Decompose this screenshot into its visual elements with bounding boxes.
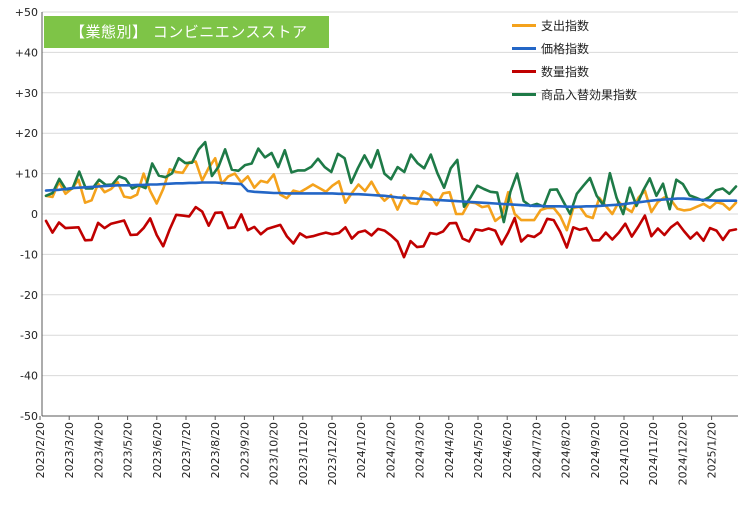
y-tick-label: -40 <box>20 370 38 383</box>
x-tick-label: 2024/6/20 <box>501 422 514 478</box>
legend-swatch <box>512 47 536 50</box>
x-tick-label: 2024/10/20 <box>618 422 631 485</box>
x-tick-label: 2024/3/20 <box>414 422 427 478</box>
y-tick-label: +40 <box>15 46 38 59</box>
legend-item: 商品入替効果指数 <box>512 83 637 106</box>
x-tick-label: 2023/11/20 <box>297 422 310 485</box>
y-tick-label: +30 <box>15 87 38 100</box>
legend-item: 数量指数 <box>512 60 637 83</box>
x-tick-label: 2023/6/20 <box>151 422 164 478</box>
series-line-3 <box>44 140 738 224</box>
x-tick-label: 2024/12/20 <box>676 422 689 485</box>
x-tick-label: 2023/3/20 <box>63 422 76 478</box>
y-tick-label: -30 <box>20 329 38 342</box>
y-tick-label: -10 <box>20 248 38 261</box>
x-tick-label: 2024/2/20 <box>384 422 397 478</box>
x-tick-label: 2023/4/20 <box>92 422 105 478</box>
y-axis-ticks: +50 +40 +30 +20 +10 0 -10 -20 -30 -40 -50 <box>15 6 38 423</box>
legend-label: 支出指数 <box>541 19 590 33</box>
series-line-2 <box>44 205 738 259</box>
x-tick-label: 2023/7/20 <box>180 422 193 478</box>
series-lines <box>44 140 738 259</box>
legend-item: 支出指数 <box>512 14 637 37</box>
legend-label: 価格指数 <box>541 42 590 56</box>
legend: 支出指数価格指数数量指数商品入替効果指数 <box>512 14 637 106</box>
x-tick-label: 2023/9/20 <box>238 422 251 478</box>
x-tick-label: 2024/7/20 <box>530 422 543 478</box>
y-tick-label: 0 <box>31 208 38 221</box>
legend-label: 商品入替効果指数 <box>541 88 638 102</box>
x-tick-label: 2025/1/20 <box>706 422 719 478</box>
x-axis-ticks: 2023/2/20 2023/3/20 2023/4/20 2023/5/20 2023… <box>34 416 719 485</box>
x-tick-label: 2023/10/20 <box>268 422 281 485</box>
legend-swatch <box>512 70 536 73</box>
chart-title: 【業態別】 コンビニエンスストア <box>44 16 329 48</box>
legend-swatch <box>512 24 536 27</box>
y-tick-label: +50 <box>15 6 38 19</box>
y-tick-label: -50 <box>20 410 38 423</box>
y-tick-label: +10 <box>15 168 38 181</box>
x-tick-label: 2024/4/20 <box>443 422 456 478</box>
x-tick-label: 2024/5/20 <box>472 422 485 478</box>
x-tick-label: 2024/8/20 <box>560 422 573 478</box>
y-tick-label: +20 <box>15 127 38 140</box>
x-tick-label: 2023/5/20 <box>122 422 135 478</box>
legend-label: 数量指数 <box>541 65 590 79</box>
x-tick-label: 2023/2/20 <box>34 422 47 478</box>
x-tick-label: 2023/12/20 <box>326 422 339 485</box>
series-line-1 <box>44 181 738 208</box>
x-tick-label: 2024/1/20 <box>355 422 368 478</box>
x-tick-label: 2024/11/20 <box>647 422 660 485</box>
legend-swatch <box>512 93 536 96</box>
x-tick-label: 2024/9/20 <box>589 422 602 478</box>
y-tick-label: -20 <box>20 289 38 302</box>
x-tick-label: 2023/8/20 <box>209 422 222 478</box>
legend-item: 価格指数 <box>512 37 637 60</box>
